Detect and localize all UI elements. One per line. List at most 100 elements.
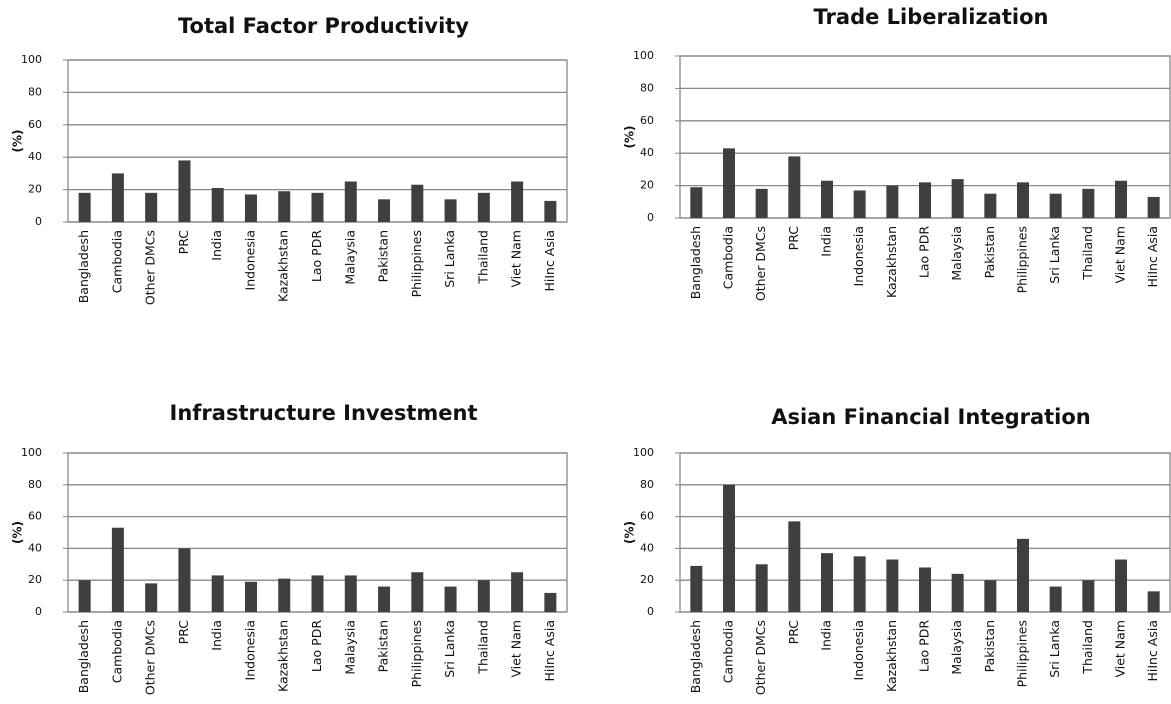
y-tick-label: 40 (640, 146, 654, 159)
x-tick-label: India (819, 226, 834, 257)
x-tick-label: Kazakhstan (276, 620, 291, 692)
bar (919, 182, 931, 218)
chart: Infrastructure Investment (%) 0 20 40 60 80 100… (11, 401, 568, 695)
x-tick-label: Sri Lanka (442, 230, 457, 288)
bar (411, 572, 424, 612)
x-tick-label: Indonesia (851, 226, 866, 286)
bar (755, 188, 768, 218)
x-tick-label: PRC (786, 226, 801, 251)
y-tick-label: 0 (35, 215, 42, 228)
x-tick-label: Lao PDR (917, 620, 932, 672)
x-tick-label: HiInc Asia (1145, 226, 1160, 288)
bar (755, 564, 768, 612)
x-tick-label: Viet Nam (509, 620, 524, 678)
x-tick-label: Cambodia (721, 226, 736, 289)
x-tick-label: Philippines (1015, 620, 1030, 687)
bar (178, 160, 191, 222)
y-tick-label: 0 (647, 605, 654, 618)
bar (544, 592, 557, 612)
y-axis-label: (%) (11, 521, 25, 544)
bar (344, 575, 357, 612)
x-tick-label: Indonesia (242, 620, 257, 680)
bar (78, 192, 91, 222)
bar (1082, 580, 1095, 612)
bar (278, 578, 291, 612)
x-tick-label: Pakistan (376, 230, 391, 282)
bar (511, 572, 524, 612)
x-tick-label: Pakistan (982, 226, 997, 278)
bar (311, 575, 324, 612)
bar (919, 567, 931, 612)
bar (378, 199, 391, 222)
x-tick-label: Malaysia (949, 620, 964, 675)
y-tick-label: 80 (28, 478, 42, 491)
bar (1147, 591, 1160, 612)
bar (1017, 182, 1029, 218)
bar (821, 180, 833, 218)
bar (378, 586, 391, 612)
bar (444, 586, 457, 612)
x-tick-label: Lao PDR (309, 230, 324, 282)
x-tick-label: Cambodia (109, 620, 124, 683)
bar (477, 192, 490, 222)
x-tick-label: Cambodia (109, 230, 124, 293)
bar (853, 190, 866, 218)
x-tick-label: Lao PDR (917, 226, 932, 278)
bar (788, 521, 801, 612)
y-tick-label: 20 (28, 573, 42, 586)
x-tick-label: Bangladesh (688, 226, 703, 299)
x-tick-label: Other DMCs (143, 620, 158, 695)
bar (1017, 538, 1029, 612)
bar (690, 187, 703, 218)
x-tick-label: Viet Nam (1113, 226, 1128, 284)
x-tick-label: Sri Lanka (1047, 226, 1062, 284)
x-tick-label: Thailand (475, 620, 490, 675)
y-tick-label: 20 (640, 179, 654, 192)
x-tick-label: HiInc Asia (542, 620, 557, 682)
bar (211, 187, 224, 222)
bar (411, 184, 424, 222)
x-tick-label: Pakistan (376, 620, 391, 672)
bar (311, 192, 324, 222)
x-tick-label: Bangladesh (76, 230, 91, 303)
x-tick-label: PRC (176, 230, 191, 255)
x-tick-label: PRC (786, 620, 801, 645)
x-tick-label: Other DMCs (753, 620, 768, 695)
y-tick-label: 80 (28, 85, 42, 98)
x-tick-label: Other DMCs (143, 230, 158, 305)
x-tick-label: Kazakhstan (884, 226, 899, 298)
x-tick-label: India (819, 620, 834, 651)
y-tick-label: 40 (640, 541, 654, 554)
x-tick-label: India (209, 620, 224, 651)
y-tick-label: 60 (28, 510, 42, 523)
chart: Total Factor Productivity (%) 0 20 40 60 80 100… (11, 14, 568, 305)
bar (821, 553, 833, 612)
bar (145, 192, 158, 222)
x-tick-label: PRC (176, 620, 191, 645)
y-tick-label: 0 (35, 605, 42, 618)
chart-title: Asian Financial Integration (771, 405, 1091, 429)
y-tick-label: 20 (640, 573, 654, 586)
y-axis-label: (%) (623, 126, 637, 149)
x-tick-label: Bangladesh (76, 620, 91, 693)
bar (111, 527, 124, 612)
y-tick-label: 60 (640, 114, 654, 127)
chart-title: Total Factor Productivity (178, 14, 469, 38)
x-tick-label: Lao PDR (309, 620, 324, 672)
bar (886, 559, 899, 612)
x-tick-label: Sri Lanka (1047, 620, 1062, 678)
bar (1147, 196, 1160, 218)
bar (984, 580, 997, 612)
y-tick-label: 80 (640, 81, 654, 94)
x-tick-label: Philippines (409, 230, 424, 297)
x-tick-label: Viet Nam (1113, 620, 1128, 678)
x-tick-label: HiInc Asia (1145, 620, 1160, 682)
bar (178, 548, 191, 612)
chart: Trade Liberalization (%) 0 20 40 60 80 100 Bangl… (623, 5, 1171, 301)
x-tick-label: Thailand (1080, 226, 1095, 281)
y-tick-label: 100 (21, 53, 42, 66)
bar (853, 556, 866, 612)
bar (444, 199, 457, 222)
bar (477, 580, 490, 612)
